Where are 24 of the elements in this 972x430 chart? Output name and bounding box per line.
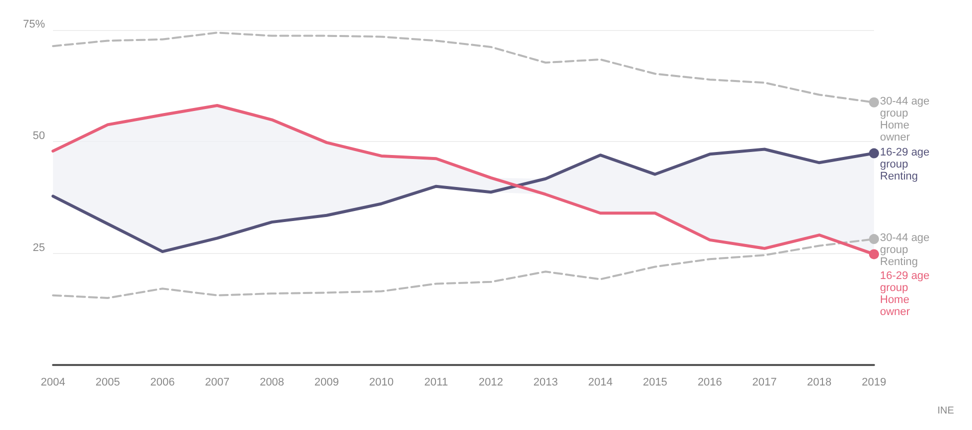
x-tick-label: 2019: [862, 376, 886, 388]
x-tick-label: 2013: [533, 376, 558, 388]
x-tick-label: 2018: [807, 376, 832, 388]
x-tick-label: 2005: [95, 376, 120, 388]
y-tick-label: 50: [32, 130, 45, 142]
series-label: 16-29 age group Home owner: [880, 270, 933, 318]
x-tick-label: 2006: [150, 376, 175, 388]
series-label: 30-44 age group Home owner: [880, 95, 933, 144]
x-tick-label: 2014: [588, 376, 613, 388]
x-tick-label: 2010: [369, 376, 394, 388]
x-tick-label: 2017: [752, 376, 777, 388]
text: INE: [937, 406, 954, 416]
x-tick-label: 2009: [314, 376, 339, 388]
x-tick-label: 2008: [260, 376, 284, 388]
x-tick-label: 2011: [424, 376, 448, 388]
x-tick-label: 2015: [642, 376, 668, 388]
x-tick-label: 2016: [698, 376, 722, 388]
series-label: 16-29 age group Renting: [880, 146, 933, 182]
x-tick-label: 2012: [478, 376, 504, 388]
y-tick-label: 25: [32, 242, 45, 254]
y-tick-label: 75%: [22, 18, 46, 30]
series-label: 30-44 age group Renting: [880, 232, 933, 268]
x-tick-label: 2004: [40, 376, 66, 388]
x-tick-label: 2007: [204, 376, 230, 388]
